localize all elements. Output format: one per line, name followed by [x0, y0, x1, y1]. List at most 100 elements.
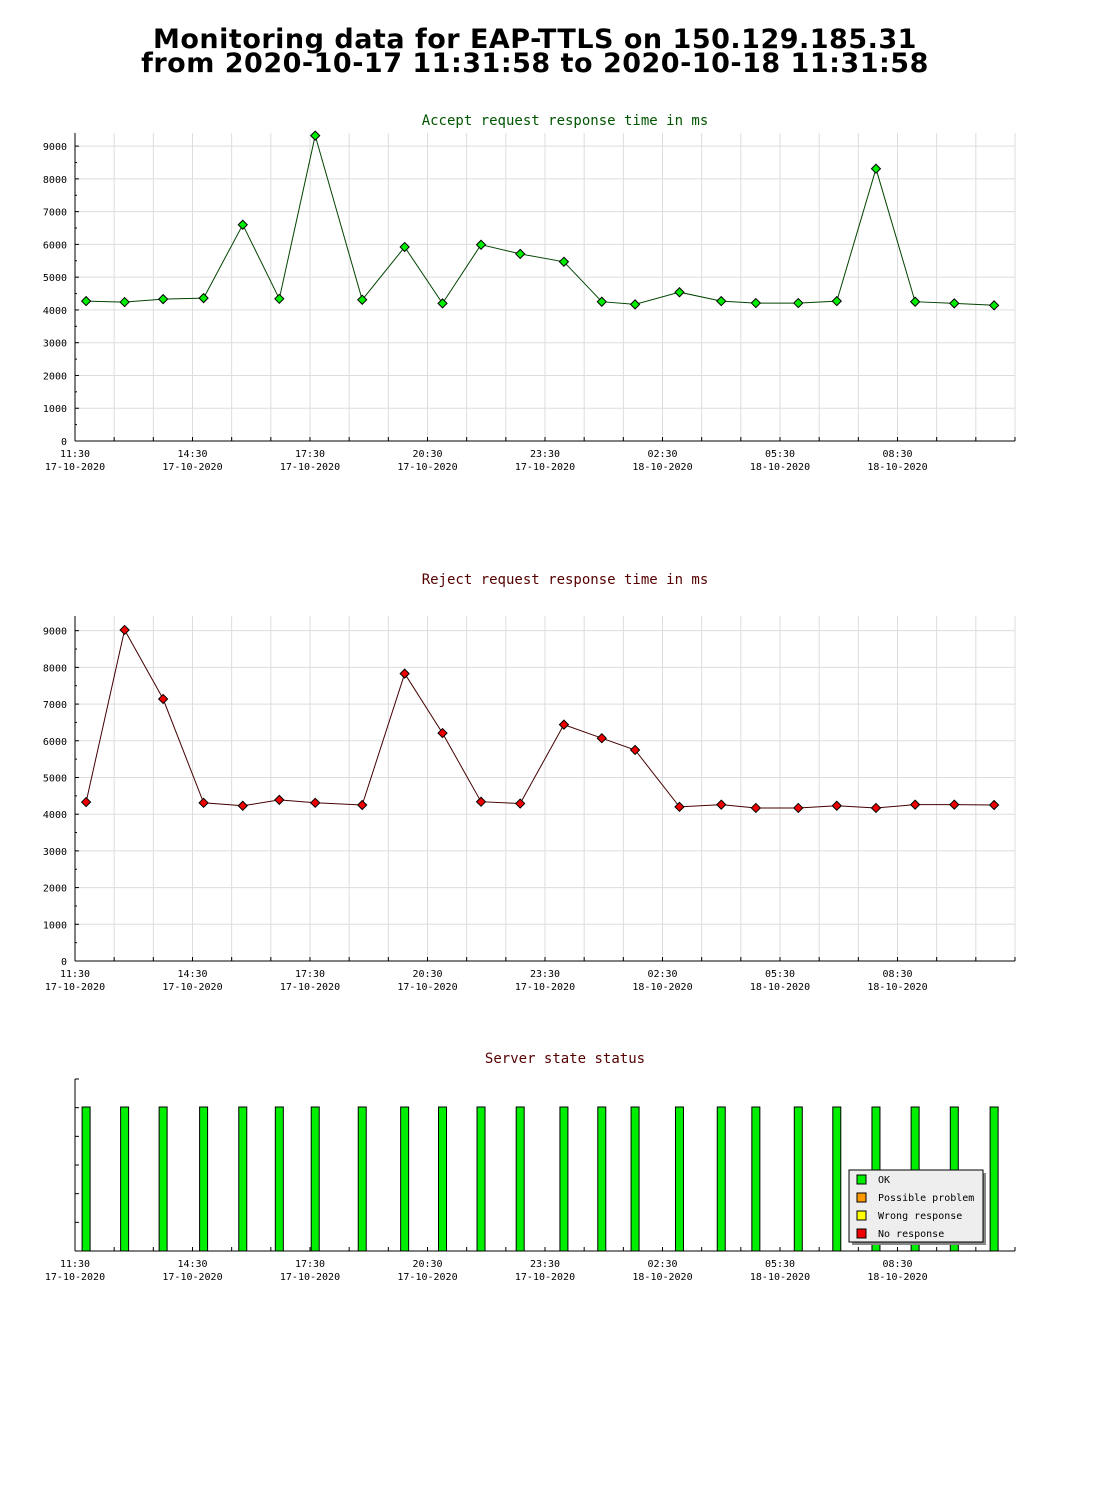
- y-tick-label: 2000: [43, 884, 67, 895]
- x-tick-label-date: 18-10-2020: [750, 1272, 810, 1283]
- x-tick-label-time: 23:30: [530, 449, 560, 460]
- y-tick-label: 8000: [43, 175, 67, 186]
- legend-label: Possible problem: [878, 1193, 974, 1204]
- data-point: [80, 295, 92, 307]
- data-point: [949, 298, 960, 309]
- data-point: [558, 256, 570, 267]
- page-title-line-2: from 2020-10-17 11:31:58 to 2020-10-18 1…: [141, 48, 929, 79]
- legend-swatch: [856, 1210, 867, 1221]
- x-tick-label-time: 23:30: [530, 1259, 560, 1270]
- status-bar: [716, 1106, 726, 1252]
- data-point: [949, 799, 960, 810]
- status-bar: [400, 1106, 410, 1252]
- x-tick-label-date: 17-10-2020: [280, 1272, 340, 1283]
- legend-swatch: [856, 1228, 867, 1239]
- legend-label: Wrong response: [878, 1211, 962, 1222]
- x-tick-label-date: 17-10-2020: [515, 1272, 575, 1283]
- legend-box: [848, 1169, 984, 1243]
- data-point: [596, 296, 607, 307]
- data-point: [558, 719, 570, 730]
- data-point: [399, 668, 410, 679]
- status-bar: [310, 1106, 320, 1252]
- x-tick-label-date: 18-10-2020: [632, 982, 692, 993]
- data-point: [357, 294, 368, 305]
- data-point: [274, 794, 285, 806]
- data-point: [793, 297, 804, 309]
- status-bar: [597, 1106, 607, 1252]
- data-point: [629, 299, 641, 310]
- x-tick-label-time: 14:30: [177, 969, 207, 980]
- data-point: [831, 295, 842, 307]
- data-point: [437, 727, 448, 739]
- x-tick-label-date: 17-10-2020: [515, 982, 575, 993]
- data-point: [198, 797, 209, 809]
- x-tick-label-time: 17:30: [295, 1259, 325, 1270]
- y-tick-label: 7000: [43, 700, 67, 711]
- y-tick-label: 8000: [43, 663, 67, 674]
- status-bar: [989, 1106, 999, 1252]
- data-point: [988, 799, 1000, 811]
- reject-response-time-chart: Reject request response time in ms 11:30 1…: [43, 572, 1016, 993]
- data-point: [357, 799, 368, 811]
- x-tick-label-date: 18-10-2020: [632, 1272, 692, 1283]
- data-point: [514, 248, 526, 260]
- x-tick-label-date: 17-10-2020: [45, 982, 105, 993]
- legend-swatch: [856, 1174, 867, 1185]
- data-point: [674, 801, 685, 813]
- accept-response-time-chart: Accept request response time in ms 11:30 1…: [43, 113, 1016, 473]
- x-tick-label-date: 18-10-2020: [867, 982, 927, 993]
- y-tick-label: 5000: [43, 273, 67, 284]
- x-tick-label-time: 08:30: [882, 449, 912, 460]
- data-point: [750, 297, 762, 309]
- x-tick-label-date: 17-10-2020: [162, 1272, 222, 1283]
- status-bar: [81, 1106, 91, 1252]
- x-tick-label-time: 20:30: [412, 1259, 442, 1270]
- data-point: [909, 799, 921, 810]
- data-point: [437, 298, 448, 309]
- x-tick-label-time: 11:30: [60, 1259, 90, 1270]
- y-tick-label: 6000: [43, 737, 67, 748]
- x-tick-label-time: 02:30: [647, 969, 677, 980]
- x-tick-label-time: 05:30: [765, 1259, 795, 1270]
- y-tick-label: 3000: [43, 339, 67, 350]
- y-tick-label: 2000: [43, 371, 67, 382]
- x-tick-label-date: 17-10-2020: [397, 982, 457, 993]
- x-tick-label-date: 17-10-2020: [280, 982, 340, 993]
- data-point: [793, 802, 804, 814]
- x-tick-label-time: 23:30: [530, 969, 560, 980]
- data-point: [750, 802, 762, 814]
- x-tick-label-date: 18-10-2020: [867, 1272, 927, 1283]
- status-bar: [630, 1106, 640, 1252]
- status-bar: [438, 1106, 448, 1252]
- status-bar: [357, 1106, 367, 1252]
- data-point: [909, 296, 921, 307]
- data-point: [514, 798, 526, 809]
- y-tick-label: 0: [61, 957, 67, 968]
- status-bar: [674, 1106, 684, 1252]
- data-point: [119, 624, 130, 636]
- data-point: [988, 300, 1000, 311]
- x-tick-label-date: 18-10-2020: [750, 462, 810, 473]
- x-tick-label-time: 08:30: [882, 1259, 912, 1270]
- x-tick-label-date: 17-10-2020: [45, 462, 105, 473]
- x-tick-label-date: 17-10-2020: [397, 462, 457, 473]
- data-point: [80, 796, 92, 808]
- x-tick-label-time: 14:30: [177, 449, 207, 460]
- status-bar: [238, 1106, 248, 1252]
- data-point: [596, 733, 607, 744]
- data-point: [237, 219, 248, 230]
- server-state-status-chart: Server state status 11:30 17-10-2020 14:30 1…: [45, 1051, 1016, 1283]
- data-point: [475, 796, 487, 807]
- x-tick-label-date: 18-10-2020: [867, 462, 927, 473]
- x-tick-label-time: 20:30: [412, 449, 442, 460]
- series-line: [85, 628, 995, 809]
- legend-swatch: [856, 1192, 867, 1203]
- y-tick-label: 1000: [43, 404, 67, 415]
- x-tick-label-time: 02:30: [647, 1259, 677, 1270]
- y-tick-label: 7000: [43, 208, 67, 219]
- x-tick-label-time: 14:30: [177, 1259, 207, 1270]
- legend-label: No response: [878, 1229, 944, 1240]
- y-tick-label: 5000: [43, 773, 67, 784]
- data-point: [475, 239, 487, 250]
- data-point: [157, 293, 169, 305]
